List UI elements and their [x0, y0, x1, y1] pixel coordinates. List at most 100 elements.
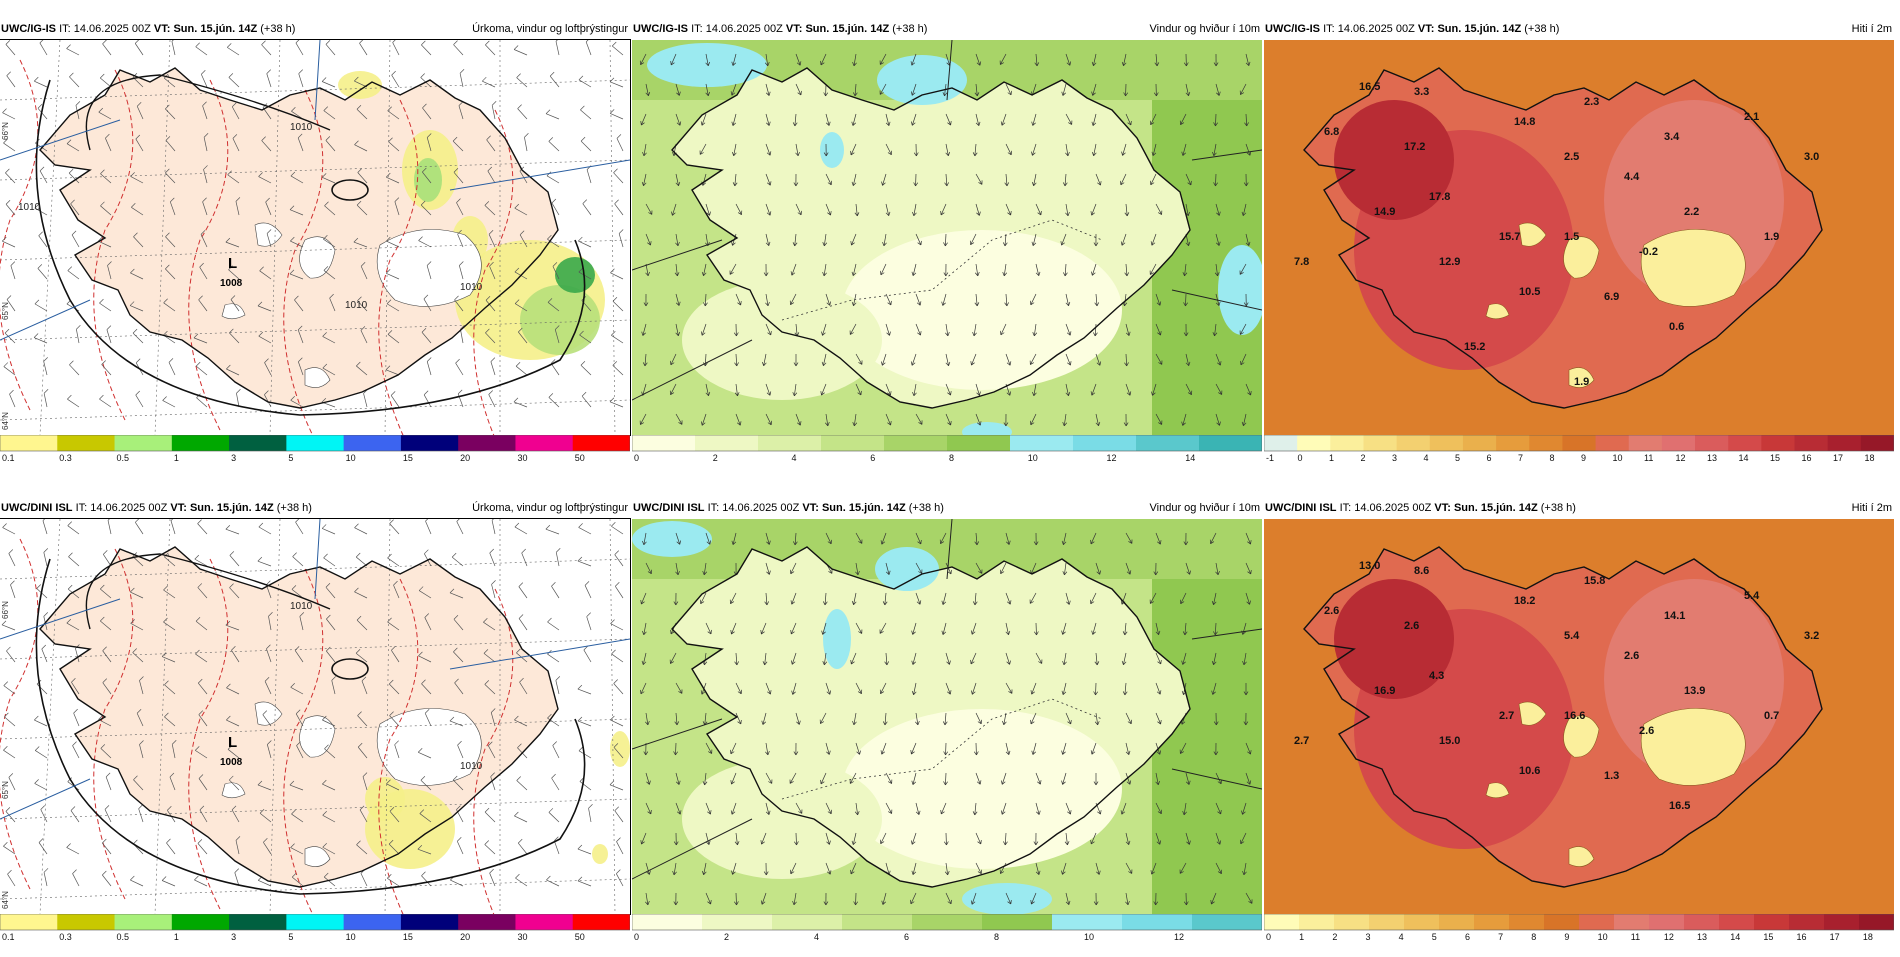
colorbar-swatch [1404, 914, 1440, 930]
colorbar-label: 12 [1676, 453, 1686, 463]
colorbar-label: 0 [1298, 453, 1303, 463]
colorbar-swatch [1136, 435, 1200, 451]
colorbar-swatch [772, 914, 843, 930]
latitude-label: 66°N [1, 601, 10, 619]
temperature-label: 18.2 [1514, 595, 1535, 607]
colorbar-swatch [344, 914, 402, 930]
panel-header: UWC/IG-IS IT: 14.06.2025 00Z VT: Sun. 15… [632, 18, 1262, 40]
colorbar-swatch [573, 914, 630, 930]
temperature-label: 1.5 [1564, 231, 1579, 243]
colorbar-label: 8 [994, 932, 999, 942]
colorbar-label: 15 [403, 453, 413, 463]
colorbar-swatch [286, 914, 344, 930]
colorbar-label: 20 [460, 453, 470, 463]
colorbar-swatch [1662, 435, 1696, 451]
colorbar-swatch [1789, 914, 1825, 930]
latitude-label: 65°N [1, 302, 10, 320]
colorbar-swatch [1629, 435, 1663, 451]
wind-panel-dini[interactable]: UWC/DINI ISL IT: 14.06.2025 00Z VT: Sun.… [632, 497, 1262, 957]
colorbar-label: 2 [1332, 932, 1337, 942]
wind-map[interactable] [632, 40, 1262, 435]
colorbar-label: 2 [713, 453, 718, 463]
temperature-label: 14.9 [1374, 206, 1395, 218]
colorbar-label: 0.3 [59, 453, 72, 463]
colorbar-label: 30 [517, 932, 527, 942]
isobar-label: 1010 [345, 300, 368, 311]
temperature-label: 16.5 [1669, 800, 1690, 812]
temperature-label: 16.5 [1359, 81, 1380, 93]
temperature-label: 0.7 [1764, 710, 1779, 722]
colorbar-label: 30 [517, 453, 527, 463]
colorbar-label: 16 [1797, 932, 1807, 942]
temperature-label: 17.2 [1404, 141, 1425, 153]
colorbar-label: 5 [288, 453, 293, 463]
colorbar-label: 6 [1487, 453, 1492, 463]
colorbar-swatch [172, 435, 230, 451]
precip-panel-dini[interactable]: UWC/DINI ISL IT: 14.06.2025 00Z VT: Sun.… [0, 497, 630, 957]
low-pressure-value: 1008 [220, 278, 243, 289]
temperature-label: 10.5 [1519, 286, 1540, 298]
colorbar-swatch [912, 914, 983, 930]
colorbar-label: 0.5 [117, 453, 130, 463]
temperature-label: 10.6 [1519, 765, 1540, 777]
colorbar-swatch [1614, 914, 1650, 930]
colorbar-swatch [115, 914, 173, 930]
colorbar-swatch [1330, 435, 1364, 451]
latitude-label: 66°N [1, 122, 10, 140]
wind-panel-igis[interactable]: UWC/IG-IS IT: 14.06.2025 00Z VT: Sun. 15… [632, 18, 1262, 478]
colorbar-swatch [458, 914, 516, 930]
colorbar-label: 18 [1865, 453, 1875, 463]
colorbar-label: 0.3 [59, 932, 72, 942]
temperature-label: 17.8 [1429, 191, 1450, 203]
colorbar-label: 7 [1518, 453, 1523, 463]
temp-panel-dini[interactable]: UWC/DINI ISL IT: 14.06.2025 00Z VT: Sun.… [1264, 497, 1894, 957]
temperature-label: 14.1 [1664, 610, 1685, 622]
colorbar-label: 5 [1455, 453, 1460, 463]
precip-panel-igis[interactable]: UWC/IG-IS IT: 14.06.2025 00Z VT: Sun. 15… [0, 18, 630, 478]
colorbar-swatch [1430, 435, 1464, 451]
colorbar-swatch [1052, 914, 1123, 930]
colorbar-label: 4 [792, 453, 797, 463]
wind-map[interactable] [632, 519, 1262, 914]
temperature-label: 8.6 [1414, 565, 1429, 577]
colorbar-label: 14 [1739, 453, 1749, 463]
colorbar-label: 9 [1564, 932, 1569, 942]
field-title: Úrkoma, vindur og loftþrýstingur [472, 497, 628, 519]
colorbar-swatch [947, 435, 1011, 451]
colorbar-swatch [1562, 435, 1596, 451]
colorbar-label: 8 [1531, 932, 1536, 942]
temperature-label: 5.4 [1744, 590, 1760, 602]
colorbar-label: 13 [1697, 932, 1707, 942]
colorbar-label: 5 [288, 932, 293, 942]
temperature-label: 13.9 [1684, 685, 1705, 697]
panel-header: UWC/DINI ISL IT: 14.06.2025 00Z VT: Sun.… [1264, 497, 1894, 519]
temperature-label: 6.9 [1604, 291, 1619, 303]
colorbar-label: 11 [1631, 932, 1640, 942]
colorbar-label: 0 [634, 453, 639, 463]
temperature-label: 15.0 [1439, 735, 1460, 747]
colorbar-swatch [344, 435, 402, 451]
colorbar-swatch [1828, 435, 1862, 451]
isobar-label: 1010 [460, 761, 483, 772]
colorbar-swatch [1728, 435, 1762, 451]
colorbar-swatch [1509, 914, 1545, 930]
colorbar-swatch [1761, 435, 1795, 451]
colorbar-label: 16 [1802, 453, 1812, 463]
colorbar-swatch [1649, 914, 1685, 930]
temp-panel-igis[interactable]: UWC/IG-IS IT: 14.06.2025 00Z VT: Sun. 15… [1264, 18, 1894, 478]
colorbar-label: 15 [403, 932, 413, 942]
colorbar-label: 20 [460, 932, 470, 942]
colorbar-label: 6 [1465, 932, 1470, 942]
colorbar-swatch [0, 914, 58, 930]
colorbar-label: 4 [814, 932, 819, 942]
colorbar-swatch [401, 914, 459, 930]
colorbar-label: 2 [724, 932, 729, 942]
colorbar-swatch [1529, 435, 1563, 451]
colorbar-label: 0 [634, 932, 639, 942]
